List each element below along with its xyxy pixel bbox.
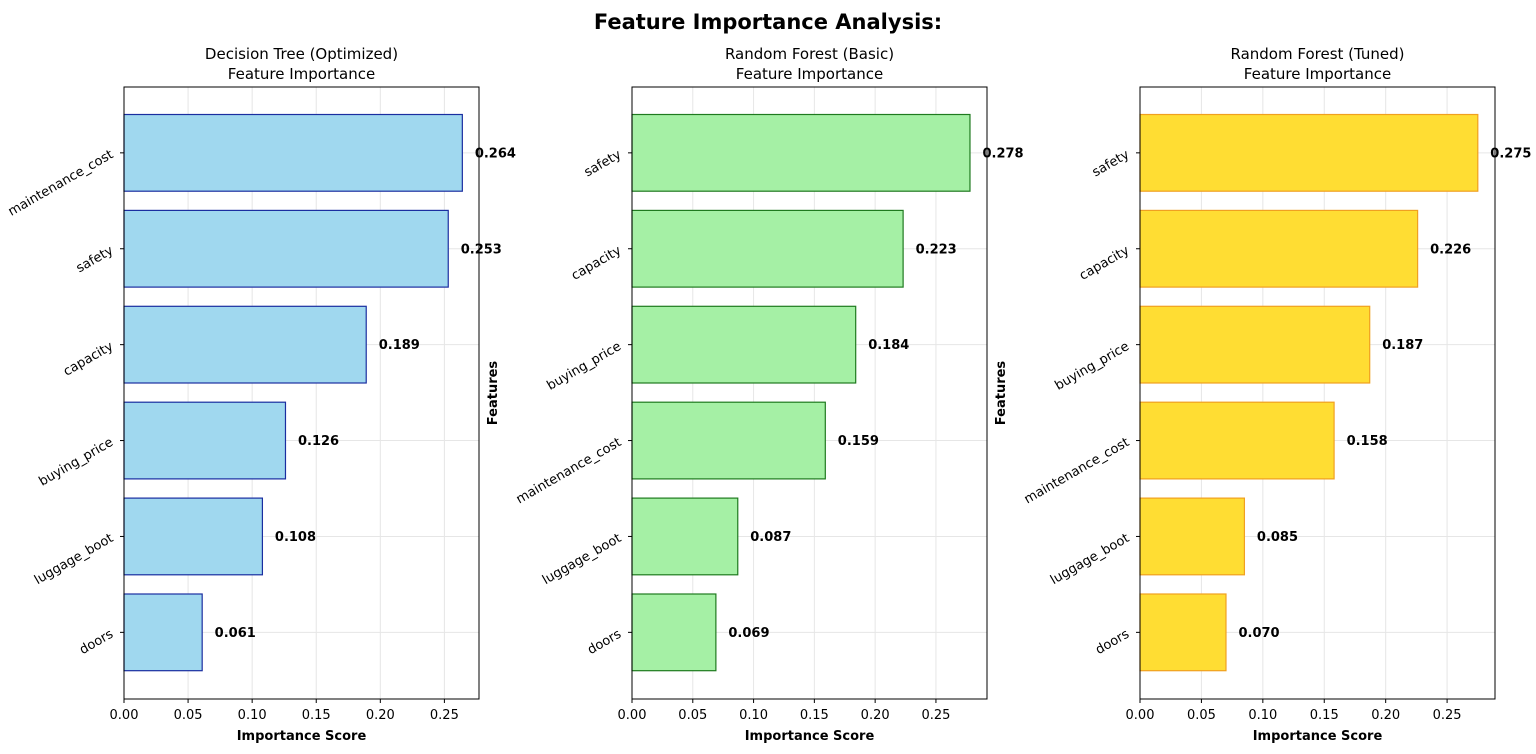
bar [123, 497, 264, 576]
bar-value-label: 0.061 [215, 626, 256, 641]
bar-value-label: 0.223 [916, 242, 957, 257]
x-tick-label: 0.00 [1126, 708, 1155, 723]
x-tick-label: 0.10 [1248, 708, 1277, 723]
bar [1139, 113, 1479, 192]
axes-frame [631, 86, 988, 700]
bar-value-label: 0.069 [728, 626, 769, 641]
axes-frame [1139, 86, 1496, 700]
x-tick-label: 0.25 [1433, 708, 1462, 723]
panel-subtitle: Feature Importance [1244, 65, 1391, 83]
x-axis-label: Importance Score [237, 729, 367, 744]
x-tick-label: 0.00 [618, 708, 647, 723]
category-label: capacity [1077, 243, 1132, 284]
x-tick-label: 0.20 [1371, 708, 1400, 723]
category-label: doors [585, 627, 624, 658]
bar [1139, 497, 1246, 576]
x-tick-label: 0.20 [861, 708, 890, 723]
bar [123, 593, 203, 672]
category-label: capacity [569, 243, 624, 284]
panel-subtitle: Feature Importance [736, 65, 883, 83]
category-label: maintenance_cost [1022, 435, 1132, 507]
bar-value-label: 0.087 [750, 530, 791, 545]
panel-title: Random Forest (Basic) [725, 45, 894, 63]
x-tick-label: 0.10 [238, 708, 267, 723]
x-tick-label: 0.10 [739, 708, 768, 723]
bar [1139, 401, 1335, 480]
x-tick-label: 0.05 [678, 708, 707, 723]
bar [1139, 209, 1419, 288]
x-tick-label: 0.15 [302, 708, 331, 723]
y-axis-label: Features [486, 361, 501, 426]
bar-value-label: 0.264 [475, 146, 516, 161]
chart-panel-1: Decision Tree (Optimized) Feature Importa… [6, 45, 516, 744]
bar [631, 113, 971, 192]
bar-value-label: 0.184 [868, 338, 909, 353]
bar [631, 497, 739, 576]
bar [631, 305, 857, 384]
chart-panel-2: Random Forest (Basic) Feature Importance 0… [514, 45, 1024, 744]
bar [123, 209, 449, 288]
x-tick-label: 0.25 [430, 708, 459, 723]
bar-value-label: 0.126 [298, 434, 339, 449]
bar-value-label: 0.158 [1347, 434, 1388, 449]
x-tick-label: 0.15 [1310, 708, 1339, 723]
bar-value-label: 0.275 [1490, 146, 1531, 161]
category-label: doors [1093, 627, 1132, 658]
x-axis-label: Importance Score [745, 729, 875, 744]
bar-value-label: 0.085 [1257, 530, 1298, 545]
category-label: buying_price [544, 339, 624, 394]
category-label: luggage_boot [1048, 531, 1132, 588]
bar-value-label: 0.253 [461, 242, 502, 257]
bar-value-label: 0.070 [1238, 626, 1279, 641]
x-tick-label: 0.05 [174, 708, 203, 723]
chart-panel-3: Random Forest (Tuned) Feature Importance 0… [1022, 45, 1532, 744]
figure-title: Feature Importance Analysis: [593, 10, 943, 34]
panel-title: Decision Tree (Optimized) [205, 45, 398, 63]
category-label: luggage_boot [32, 531, 116, 588]
category-label: safety [582, 147, 624, 180]
x-tick-label: 0.20 [366, 708, 395, 723]
category-label: buying_price [1052, 339, 1132, 394]
category-label: safety [1090, 147, 1132, 180]
bar [1139, 305, 1371, 384]
x-tick-label: 0.00 [110, 708, 139, 723]
category-label: maintenance_cost [514, 435, 624, 507]
category-label: doors [77, 627, 116, 658]
category-label: buying_price [36, 435, 116, 490]
x-tick-label: 0.05 [1187, 708, 1216, 723]
panel-subtitle: Feature Importance [228, 65, 375, 83]
bar [1139, 593, 1227, 672]
bar [631, 401, 826, 480]
x-axis-label: Importance Score [1253, 729, 1383, 744]
category-label: capacity [61, 339, 116, 380]
axes-frame [123, 86, 480, 700]
y-axis-label: Features [994, 361, 1009, 426]
x-tick-label: 0.15 [800, 708, 829, 723]
bar-value-label: 0.159 [838, 434, 879, 449]
bar [631, 209, 904, 288]
bar-value-label: 0.108 [275, 530, 316, 545]
bar [631, 593, 717, 672]
bar [123, 401, 287, 480]
bar-value-label: 0.189 [379, 338, 420, 353]
bar [123, 305, 367, 384]
category-label: safety [74, 243, 116, 276]
bar [123, 113, 463, 192]
bar-value-label: 0.278 [982, 146, 1023, 161]
bar-value-label: 0.187 [1382, 338, 1423, 353]
category-label: luggage_boot [540, 531, 624, 588]
x-tick-label: 0.25 [921, 708, 950, 723]
panel-title: Random Forest (Tuned) [1230, 45, 1404, 63]
category-label: maintenance_cost [6, 147, 116, 219]
bar-value-label: 0.226 [1430, 242, 1471, 257]
